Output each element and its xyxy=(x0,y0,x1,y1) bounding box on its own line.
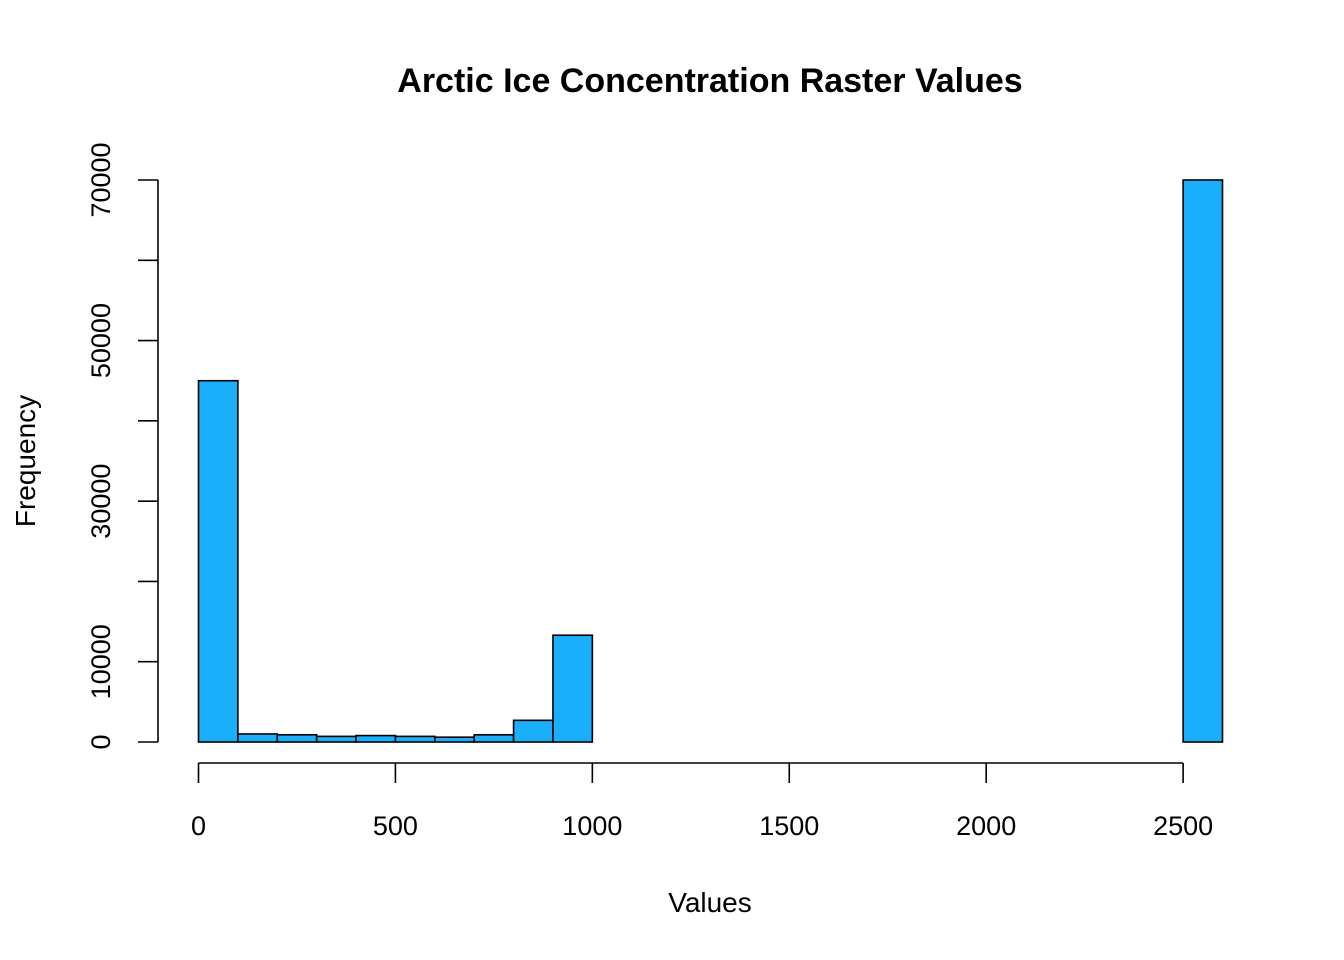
x-tick-label: 0 xyxy=(191,811,206,841)
histogram-bar-0 xyxy=(197,379,239,743)
y-tick-label: 70000 xyxy=(86,142,116,217)
x-axis: 0 500 1000 1500 2000 2500 xyxy=(191,762,1213,841)
x-tick-label: 1500 xyxy=(759,811,819,841)
histogram-bar-9 xyxy=(552,634,594,743)
x-tick-label: 500 xyxy=(373,811,418,841)
x-tick-label: 2000 xyxy=(956,811,1016,841)
x-tick-label: 1000 xyxy=(562,811,622,841)
y-tick-label: 50000 xyxy=(86,303,116,378)
histogram-bar-4 xyxy=(355,734,397,743)
bars-group xyxy=(197,179,1224,743)
y-tick-label: 0 xyxy=(86,734,116,749)
y-tick-label: 30000 xyxy=(86,464,116,539)
histogram-bar-3 xyxy=(315,735,357,743)
y-tick-label: 10000 xyxy=(86,624,116,699)
histogram-bar-2 xyxy=(276,733,318,743)
x-axis-label: Values xyxy=(668,887,752,918)
x-tick-label: 2500 xyxy=(1153,811,1213,841)
histogram-bar-5 xyxy=(394,735,436,743)
histogram-bar-1 xyxy=(237,733,279,743)
y-axis-label: Frequency xyxy=(10,395,41,527)
chart-title: Arctic Ice Concentration Raster Values xyxy=(397,62,1022,100)
histogram-bar-25 xyxy=(1182,179,1224,743)
histogram-bar-7 xyxy=(473,733,515,743)
histogram-bar-8 xyxy=(512,719,554,743)
y-axis: 0 10000 30000 50000 70000 xyxy=(86,142,159,750)
histogram-bar-6 xyxy=(434,736,475,743)
